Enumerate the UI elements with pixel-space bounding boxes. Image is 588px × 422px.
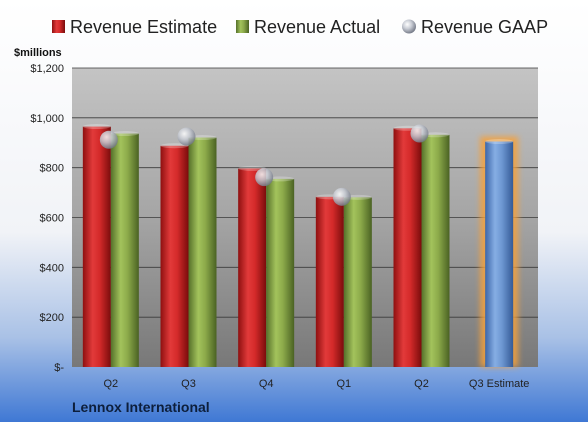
bar-revenue-estimate: [238, 168, 267, 367]
x-tick-label: Q3: [181, 378, 196, 390]
y-axis-unit-label: $millions: [14, 47, 62, 59]
y-tick-label: $1,200: [30, 63, 64, 75]
gaap-marker: [177, 127, 196, 146]
legend-label-estimate: Revenue Estimate: [70, 17, 217, 37]
bar-q3-estimate: [485, 141, 514, 367]
bar-revenue-estimate: [160, 145, 189, 367]
y-tick-label: $400: [40, 262, 64, 274]
gaap-markers: [99, 124, 429, 206]
legend-label-gaap: Revenue GAAP: [421, 17, 548, 37]
y-tick-label: $200: [40, 312, 64, 324]
y-tick-label: $800: [40, 163, 64, 175]
legend-swatch-actual: [236, 20, 249, 33]
bar-revenue-actual-cap: [266, 176, 295, 182]
x-tick-label: Q4: [259, 378, 274, 390]
x-axis-ticks: Q2 Q3 Q4 Q1 Q2 Q3 Estimate: [103, 378, 529, 390]
bar-revenue-estimate: [82, 126, 111, 367]
gaap-marker: [255, 168, 274, 187]
bar-revenue-estimate: [393, 128, 422, 367]
x-tick-label: Q2: [414, 378, 429, 390]
bar-revenue-estimate: [315, 196, 344, 367]
y-tick-label: $-: [54, 362, 64, 374]
y-tick-label: $600: [40, 213, 64, 225]
bar-revenue-actual: [266, 178, 295, 367]
y-tick-label: $1,000: [30, 113, 64, 125]
bars: [82, 124, 519, 367]
bar-revenue-actual: [343, 197, 372, 367]
bar-revenue-actual-cap: [421, 132, 450, 138]
gaap-marker: [332, 187, 351, 206]
bar-revenue-estimate-cap: [82, 124, 111, 130]
legend-label-actual: Revenue Actual: [254, 17, 380, 37]
gaap-marker: [99, 130, 118, 149]
bar-revenue-actual-cap: [110, 131, 139, 137]
legend: Revenue Estimate Revenue Actual Revenue …: [52, 17, 548, 37]
gridlines: [72, 67, 538, 318]
bar-revenue-actual-cap: [188, 135, 217, 141]
bar-revenue-actual: [188, 137, 217, 367]
bar-revenue-actual: [110, 133, 139, 367]
bar-q3-estimate-cap: [485, 139, 514, 145]
bar-revenue-actual: [421, 134, 450, 367]
gaap-marker: [410, 124, 429, 143]
x-tick-label: Q1: [336, 378, 351, 390]
legend-swatch-gaap: [402, 19, 416, 34]
x-tick-label: Q2: [103, 378, 118, 390]
bar-revenue-actual-cap: [343, 194, 372, 200]
company-name: Lennox International: [72, 399, 210, 415]
y-axis-ticks: $- $200 $400 $600 $800 $1,000 $1,200: [30, 63, 64, 374]
x-tick-label: Q3 Estimate: [469, 378, 530, 390]
legend-swatch-estimate: [52, 20, 65, 33]
bar-revenue-estimate-cap: [160, 143, 189, 149]
